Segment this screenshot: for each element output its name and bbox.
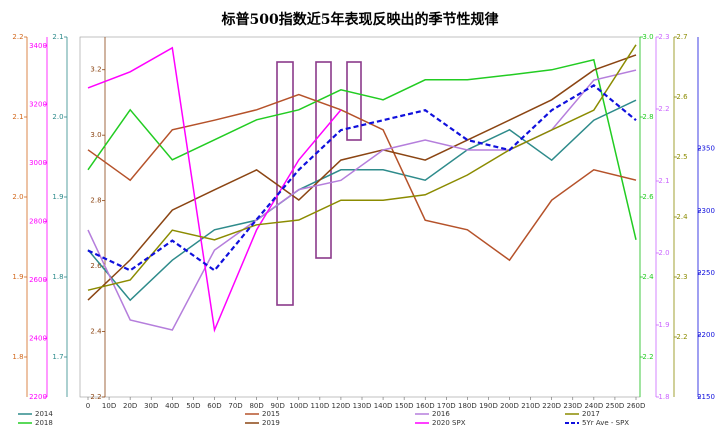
y-tick-label: 2.8 (642, 113, 653, 121)
y-tick-label: 2.1 (658, 177, 669, 185)
y-tick-label: 3.2 (90, 66, 101, 74)
y-tick-label: 3200 (29, 100, 47, 108)
x-tick-label: 90D (271, 402, 285, 410)
x-tick-label: 70D (228, 402, 242, 410)
x-tick-label: 20D (123, 402, 137, 410)
y-tick-label: 1.9 (52, 193, 63, 201)
x-tick-label: 160D (416, 402, 435, 410)
series-line (87, 44, 637, 291)
y-tick-label: 2250 (697, 269, 715, 277)
y-tick-label: 2.7 (676, 33, 687, 41)
y-tick-label: 3.0 (90, 131, 101, 139)
y-tick-label: 2350 (697, 145, 715, 153)
y-tick-label: 2.0 (658, 249, 669, 257)
series-line (87, 84, 637, 272)
y-tick-label: 2600 (29, 276, 47, 284)
y-tick-label: 2150 (697, 393, 715, 401)
series-line (87, 99, 637, 302)
legend-label: 2018 (35, 419, 53, 427)
y-tick-label: 2.2 (90, 393, 101, 401)
x-tick-label: 40D (165, 402, 179, 410)
x-tick-label: 190D (479, 402, 498, 410)
x-tick-label: 230D (563, 402, 582, 410)
y-tick-label: 1.9 (658, 321, 669, 329)
y-tick-label: 2.0 (52, 113, 63, 121)
legend-label: 5Yr Ave - SPX (582, 419, 629, 427)
y-tick-label: 2.4 (676, 213, 688, 221)
y-tick-label: 1.9 (12, 273, 23, 281)
x-tick-label: 240D (584, 402, 603, 410)
y-tick-label: 1.8 (658, 393, 669, 401)
y-tick-label: 2.5 (676, 153, 687, 161)
x-tick-label: 210D (521, 402, 540, 410)
y-tick-label: 2.6 (676, 93, 688, 101)
highlight-box (276, 61, 294, 306)
x-tick-label: 170D (437, 402, 456, 410)
y-tick-label: 1.8 (52, 273, 63, 281)
x-tick-label: 250D (606, 402, 625, 410)
y-tick-label: 3.0 (642, 33, 653, 41)
series-line (87, 58, 637, 240)
y-tick-label: 2.1 (52, 33, 63, 41)
series-line (87, 54, 637, 301)
y-tick-label: 2300 (697, 207, 715, 215)
x-tick-label: 0 (86, 402, 90, 410)
y-tick-label: 3400 (29, 42, 47, 50)
y-tick-label: 2.8 (90, 197, 101, 205)
x-tick-label: 80D (249, 402, 263, 410)
x-tick-label: 200D (500, 402, 519, 410)
y-tick-label: 3000 (29, 159, 47, 167)
y-tick-label: 2800 (29, 217, 47, 225)
y-tick-label: 2.3 (676, 273, 687, 281)
y-tick-label: 1.7 (52, 353, 63, 361)
y-tick-label: 2.2 (12, 33, 23, 41)
y-tick-label: 2200 (697, 331, 715, 339)
x-tick-label: 150D (395, 402, 414, 410)
legend-label: 2019 (262, 419, 280, 427)
x-tick-label: 110D (310, 402, 329, 410)
x-tick-label: 130D (353, 402, 372, 410)
highlights (276, 61, 362, 306)
legend-label: 2015 (262, 410, 280, 418)
y-tick-label: 2.2 (642, 353, 653, 361)
y-tick-label: 2.6 (90, 262, 102, 270)
x-tick-label: 10D (102, 402, 116, 410)
legend-label: 2016 (432, 410, 450, 418)
legend-label: 2020 SPX (432, 419, 466, 427)
y-tick-label: 2.2 (676, 333, 687, 341)
y-tick-label: 2.3 (658, 33, 669, 41)
y-tick-label: 1.8 (12, 353, 23, 361)
series-line (87, 46, 342, 333)
y-tick-label: 2200 (29, 393, 47, 401)
y-tick-label: 2.0 (12, 193, 23, 201)
x-tick-label: 260D (627, 402, 646, 410)
x-tick-label: 100D (289, 402, 308, 410)
plot-frame (79, 36, 641, 398)
x-tick-label: 120D (332, 402, 351, 410)
x-tick-label: 50D (186, 402, 200, 410)
y-tick-label: 2.4 (642, 273, 654, 281)
x-tick-label: 30D (144, 402, 158, 410)
highlight-box (315, 61, 332, 259)
x-tick-label: 220D (542, 402, 561, 410)
y-tick-label: 2.1 (12, 113, 23, 121)
y-tick-label: 2.4 (90, 328, 102, 336)
y-tick-label: 2.2 (658, 105, 669, 113)
x-tick-label: 180D (458, 402, 477, 410)
y-tick-label: 2.6 (642, 193, 654, 201)
y-tick-label: 2400 (29, 334, 47, 342)
highlight-box (346, 61, 362, 141)
legend-label: 2017 (582, 410, 600, 418)
x-tick-label: 60D (207, 402, 221, 410)
series-line (87, 93, 637, 262)
chart-title: 标普500指数近5年表现反映出的季节性规律 (221, 11, 499, 28)
x-tick-label: 140D (374, 402, 393, 410)
legend-label: 2014 (35, 410, 53, 418)
